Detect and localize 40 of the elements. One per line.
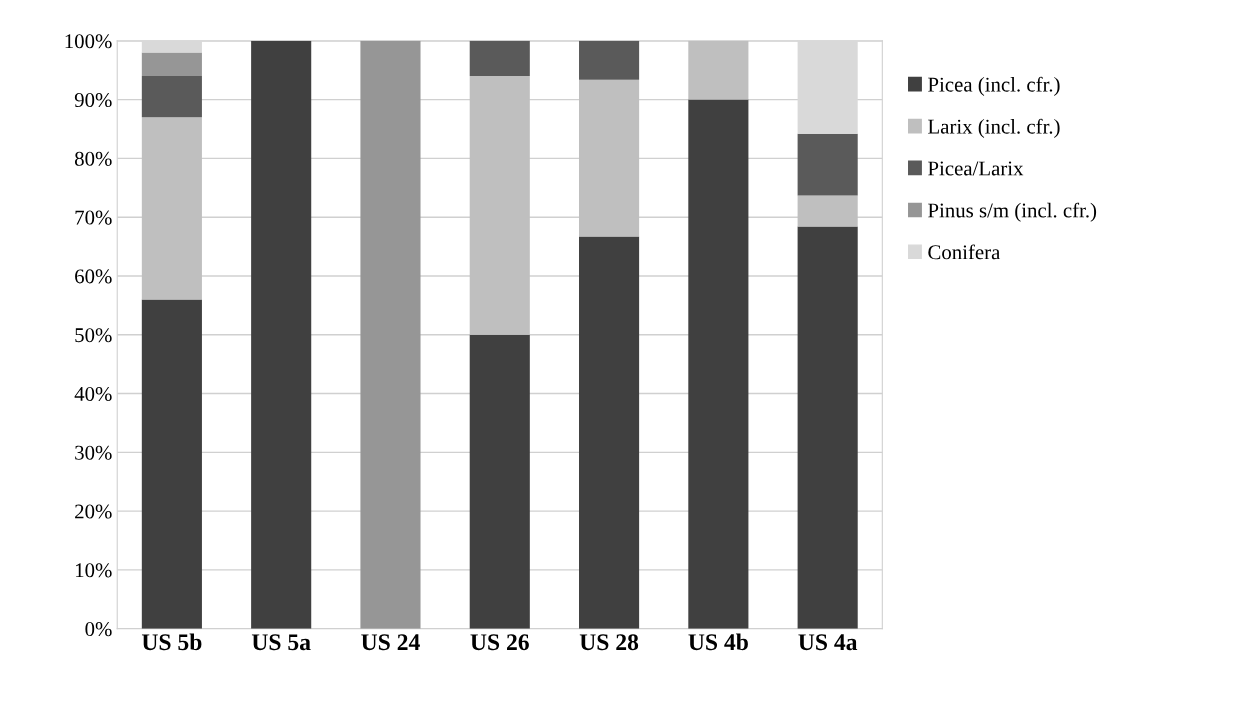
y-tick-label: 90% bbox=[74, 92, 112, 108]
bar bbox=[141, 52, 202, 77]
bar bbox=[797, 195, 858, 227]
bar bbox=[688, 40, 749, 100]
y-tick-label: 20% bbox=[75, 504, 112, 519]
x-tick-label: US 4a bbox=[798, 634, 858, 651]
bar bbox=[469, 334, 530, 629]
x-tick-label: US 5a bbox=[251, 634, 311, 651]
legend-label: Picea (incl. cfr.) bbox=[928, 76, 1060, 96]
y-tick-label: 40% bbox=[74, 386, 112, 402]
bar bbox=[797, 133, 858, 196]
legend-label: Pinus s/m (incl. cfr.) bbox=[928, 202, 1097, 222]
y-tick-label: 0% bbox=[85, 622, 112, 637]
bar bbox=[141, 76, 202, 118]
x-tick-label: US 24 bbox=[361, 634, 420, 651]
y-tick-label: 10% bbox=[76, 563, 112, 578]
bar bbox=[141, 117, 202, 300]
bar bbox=[579, 236, 640, 629]
x-tick-label: US 4b bbox=[688, 633, 748, 651]
bar bbox=[469, 40, 530, 77]
legend-label: Larix (incl. cfr.) bbox=[928, 118, 1060, 138]
legend-label: Conifera bbox=[928, 244, 1001, 260]
y-tick-label: 60% bbox=[75, 269, 112, 284]
y-tick-label: 80% bbox=[74, 151, 112, 166]
y-tick-label: 30% bbox=[75, 445, 112, 460]
y-tick-label: 70% bbox=[75, 210, 112, 225]
bar bbox=[141, 299, 202, 629]
x-tick-label: US 28 bbox=[579, 634, 639, 651]
y-tick-label: 50% bbox=[75, 328, 112, 343]
bar bbox=[688, 99, 749, 629]
bar bbox=[797, 226, 858, 629]
bar bbox=[579, 40, 640, 80]
bar bbox=[579, 79, 640, 237]
bar bbox=[360, 40, 421, 629]
bar bbox=[251, 40, 312, 629]
x-tick-label: US 5b bbox=[141, 633, 202, 651]
x-tick-label: US 26 bbox=[470, 634, 529, 651]
legend-label: Picea/Larix bbox=[928, 161, 1024, 176]
bar bbox=[469, 76, 530, 335]
y-tick-label: 100% bbox=[65, 34, 112, 49]
